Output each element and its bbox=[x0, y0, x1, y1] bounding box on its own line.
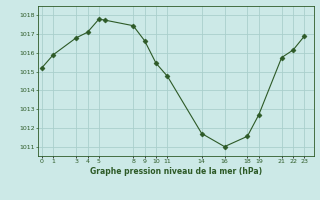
X-axis label: Graphe pression niveau de la mer (hPa): Graphe pression niveau de la mer (hPa) bbox=[90, 167, 262, 176]
